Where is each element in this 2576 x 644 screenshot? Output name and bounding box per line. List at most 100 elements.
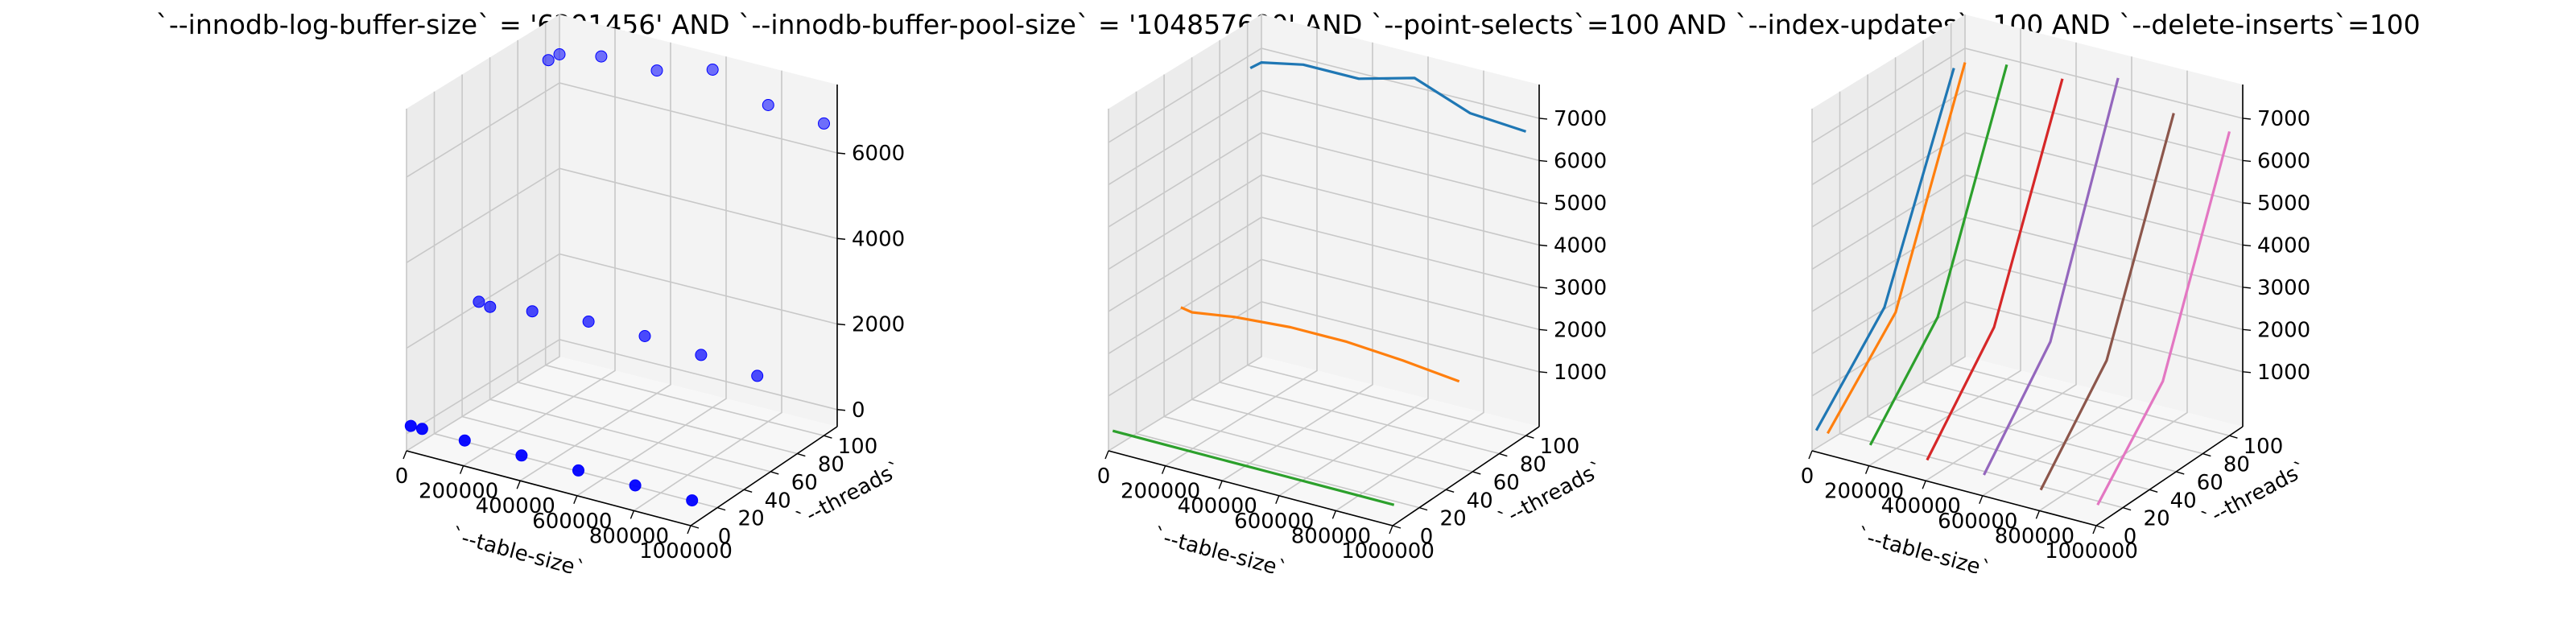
series-line [2096,130,2231,506]
series-line [1249,60,1527,133]
scatter-point [553,48,566,60]
scatter-point [515,449,528,462]
z-tick-mark [1538,244,1548,247]
x-tick-mark [1104,450,1109,460]
z-tick-mark [2242,159,2252,163]
x-tick-label: 200000 [1121,480,1200,504]
gridline-z [1108,47,1540,143]
gridline-y [1867,74,2150,491]
z-tick-mark [1538,371,1548,374]
gridline-z [1108,174,1540,270]
pane-left [407,14,559,451]
y-tick-mark [2229,435,2238,439]
z-tick-label: 1000 [1554,361,1607,385]
gridline-x [463,28,616,467]
scatter-point [686,494,699,507]
z-tick-label: 5000 [1554,192,1607,216]
scatter-point [629,479,642,492]
x-axis-line [1108,450,1393,526]
x-axis-line [1811,450,2097,526]
x-tick-mark [1922,480,1926,489]
y-tick-label: 0 [718,525,732,549]
gridline-y [433,91,718,509]
series-line [1827,62,1967,435]
series-line [1814,68,1955,431]
gridline-z [406,338,838,435]
z-tick-label: 6000 [1554,149,1607,173]
x-tick-label: 1000000 [639,539,733,564]
scatter-point [762,99,774,111]
gridline-x [633,70,782,512]
y-tick-mark [1418,506,1428,511]
subplot-lines-by-threads: 0200000400000600000800000100000002040608… [1097,14,1608,582]
gridline-x [2038,70,2188,512]
y-tick-mark [2202,452,2211,457]
x-tick-label: 800000 [1291,524,1371,548]
scatter-point [706,64,719,76]
z-tick-label: 0 [852,398,865,423]
y-tick-label: 20 [2144,507,2170,531]
gridline-x [1165,28,1318,467]
z-tick-label: 6000 [2257,149,2310,173]
y-tick-label: 20 [738,507,765,531]
z-tick-mark [2242,202,2252,204]
series-line [1983,77,2120,476]
scatter-point [650,64,663,77]
gridline-z [1811,258,2244,354]
gridline-z [406,167,838,263]
z-tick-mark [1538,202,1548,204]
y-tick-mark [1392,525,1402,529]
y-axis-line [2095,426,2244,526]
y-tick-mark [716,506,726,511]
pane-floor [407,357,837,526]
gridline-y [1219,39,1500,455]
x-tick-label: 400000 [1881,494,1961,518]
gridline-y [1922,39,2203,455]
y-tick-label: 100 [2244,435,2284,459]
y-tick-mark [1445,489,1455,493]
gridline-z [1108,300,1540,397]
y-tick-label: 80 [818,453,844,477]
x-tick-label: 200000 [419,480,498,504]
gridline-y [1135,91,1420,509]
z-tick-label: 2000 [1554,318,1607,342]
pane-floor [1108,357,1539,526]
z-tick-mark [836,237,846,240]
z-tick-label: 4000 [852,227,905,251]
gridline-y [544,23,824,436]
scatter-point [458,434,471,447]
z-tick-label: 7000 [2257,107,2310,131]
x-tick-mark [402,450,407,460]
gridline-x [406,14,560,452]
x-tick-label: 1000000 [1341,539,1435,564]
y-tick-label: 60 [1493,471,1520,495]
x-tick-label: 800000 [589,524,669,548]
series-line [2039,113,2175,491]
gridline-z [1811,300,2244,397]
x-tick-label: 600000 [1234,510,1314,534]
z-tick-label: 2000 [852,313,905,337]
scatter-point [638,330,651,342]
gridline-x [1982,56,2132,497]
x-tick-label: 600000 [532,510,612,534]
x-tick-label: 0 [1097,464,1111,489]
scatter-point [751,369,764,382]
z-tick-label: 1000 [2257,361,2310,385]
y-tick-label: 40 [1467,489,1493,513]
z-tick-mark [2242,244,2252,247]
gridline-y [1163,74,1447,491]
z-tick-mark [836,323,846,326]
gridline-y [1246,23,1526,436]
y-tick-label: 80 [2223,453,2250,477]
gridline-y [489,57,771,473]
gridline-z [1108,217,1540,312]
y-axis-line [1392,426,1540,526]
y-tick-label: 80 [1520,453,1546,477]
x-tick-mark [687,525,691,535]
y-tick-label: 40 [2170,489,2197,513]
gridline-x [1335,70,1484,512]
x-tick-label: 400000 [1178,494,1257,518]
scatter-point [542,54,555,67]
x-tick-mark [1389,525,1393,535]
y-tick-label: 60 [2197,471,2223,495]
